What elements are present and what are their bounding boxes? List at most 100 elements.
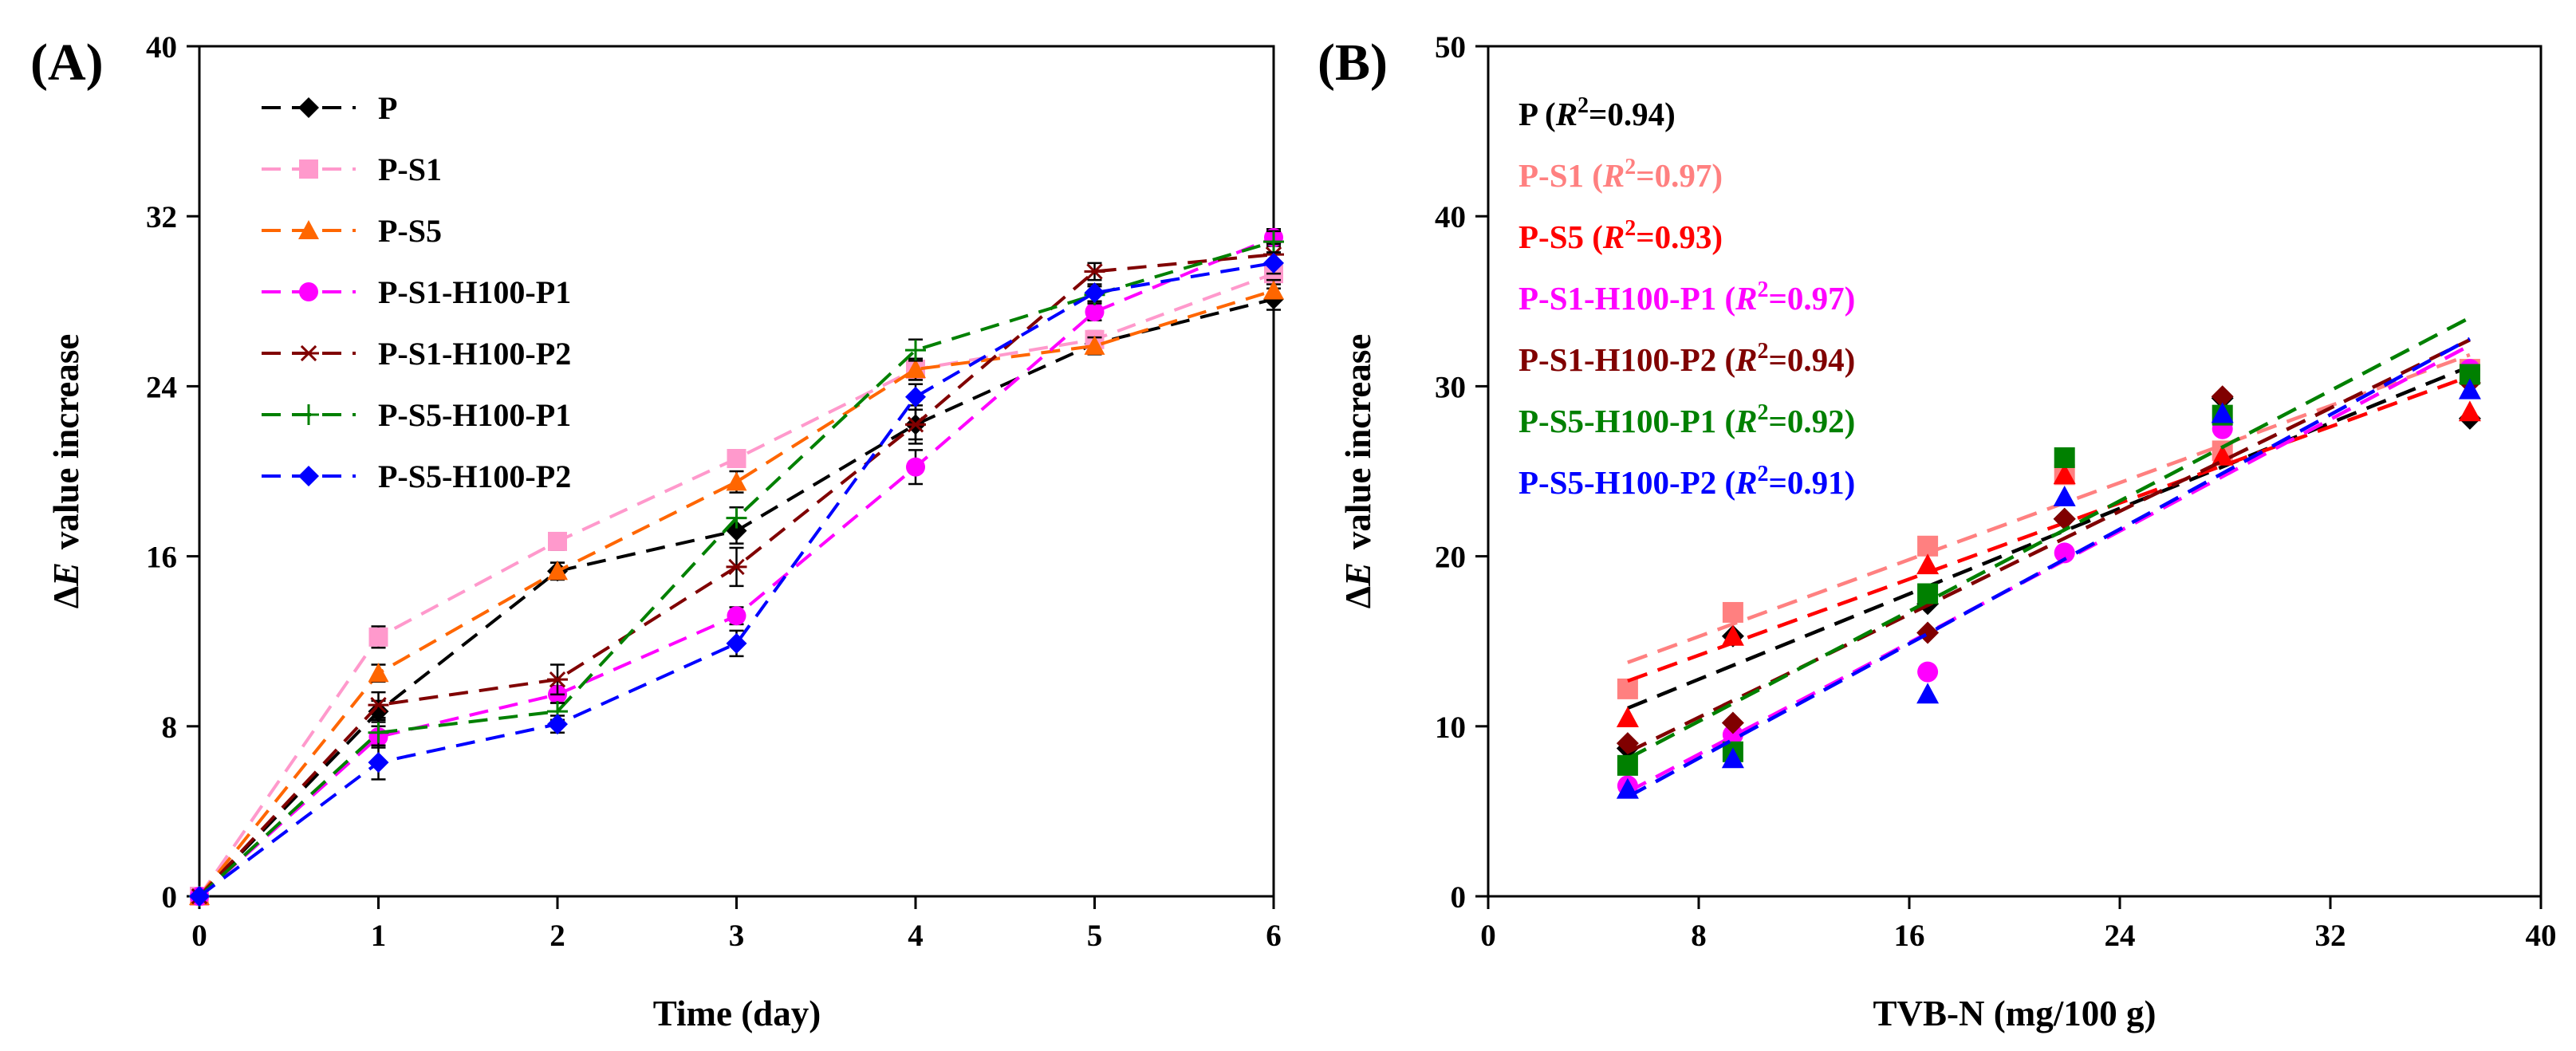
data-point: [189, 886, 210, 907]
y-tick-label: 16: [146, 541, 177, 575]
data-point: [726, 507, 747, 529]
data-point: [1084, 263, 1105, 280]
data-point: [2053, 507, 2076, 530]
data-point: [2053, 463, 2076, 485]
data-point: [368, 696, 389, 714]
data-point: [726, 558, 747, 576]
legend-item: P-S1-H100-P1: [262, 274, 571, 310]
legend-item: P-S1: [262, 152, 442, 187]
regression-label: P-S1-H100-P1 (R2=0.97): [1518, 278, 1855, 317]
data-point: [1085, 302, 1105, 322]
data-point: [1916, 553, 1940, 575]
data-point: [2054, 542, 2075, 564]
x-tick-label: 24: [2105, 919, 2136, 953]
legend-marker: [298, 344, 319, 362]
data-point: [1721, 711, 1744, 734]
data-point: [368, 722, 389, 743]
data-point: [1617, 678, 1638, 699]
data-point: [1917, 661, 1939, 683]
y-tick-label: 24: [146, 370, 177, 404]
data-point: [905, 416, 926, 433]
data-point: [1084, 335, 1105, 355]
series-p-s1-h100-p2: [189, 242, 1284, 905]
data-point: [1616, 732, 1639, 755]
x-tick-label: 0: [191, 919, 207, 953]
regression-label: P-S1 (R2=0.97): [1518, 155, 1723, 194]
data-point: [1722, 724, 1743, 746]
x-tick-label: 0: [1480, 919, 1496, 953]
regression-label: P-S5-H100-P2 (R2=0.91): [1518, 462, 1855, 501]
x-tick-label: 5: [1087, 919, 1103, 953]
legend-item: P-S1-H100-P2: [262, 336, 571, 372]
legend-item: P: [262, 90, 397, 126]
x-tick-label: 8: [1691, 919, 1707, 953]
regression-label: P-S5-H100-P1 (R2=0.92): [1518, 400, 1855, 439]
regression-label: P (R2=0.94): [1518, 93, 1676, 132]
data-point: [2458, 378, 2481, 400]
data-point: [727, 449, 746, 469]
data-point: [905, 340, 926, 361]
data-point: [2053, 485, 2076, 506]
data-point: [1916, 621, 1940, 644]
data-point: [1722, 601, 1743, 623]
trend-line: [1627, 364, 2471, 711]
series-p-s5: [189, 278, 1284, 906]
panel-a-x-axis-label: Time (day): [653, 994, 821, 1033]
y-tick-label: 30: [1435, 370, 1466, 404]
legend-label: P-S1-H100-P1: [378, 274, 571, 310]
series-p-s5-h100-p1: [1617, 316, 2480, 776]
data-point: [2054, 447, 2075, 468]
data-point: [2211, 402, 2234, 423]
regression-label: P-S1-H100-P2 (R2=0.94): [1518, 339, 1855, 378]
x-tick-label: 1: [371, 919, 387, 953]
panel-a-label: (A): [30, 33, 104, 92]
panel-b-x-axis-label: TVB-N (mg/100 g): [1873, 994, 2157, 1033]
trend-line: [1626, 337, 2471, 799]
panel-b-chart: (B) 0 8 16 24 32 40 0 10 20 30 40 50 P (R2=0.94) P-S…: [1318, 30, 2557, 1033]
data-point: [1263, 280, 1284, 300]
data-point: [368, 663, 389, 683]
y-tick-label: 0: [162, 880, 178, 915]
data-point: [548, 531, 567, 551]
x-tick-label: 2: [549, 919, 565, 953]
y-tick-label: 8: [162, 711, 178, 745]
regression-label: P-S5 (R2=0.93): [1518, 216, 1723, 255]
data-point: [1721, 747, 1744, 769]
data-point: [1917, 535, 1939, 557]
data-point: [1084, 282, 1105, 304]
series-p-s5-h100-p2: [1616, 337, 2481, 799]
series-p-s5-h100-p2: [189, 251, 1284, 907]
data-point: [547, 671, 568, 688]
legend-item: P-S5-H100-P2: [262, 459, 571, 494]
data-point: [905, 386, 926, 407]
data-point: [906, 457, 925, 477]
legend-marker: [298, 220, 319, 240]
data-point: [1916, 683, 1940, 704]
legend-label: P-S1: [378, 152, 442, 187]
legend-item: P-S5: [262, 213, 442, 249]
data-point: [726, 471, 747, 491]
legend-marker: [298, 404, 319, 425]
trend-line: [1627, 374, 2471, 683]
legend-label: P-S5-H100-P1: [378, 397, 571, 433]
x-tick-label: 40: [2526, 919, 2557, 953]
data-point: [2211, 385, 2234, 408]
y-tick-label: 20: [1435, 541, 1466, 575]
legend-marker: [299, 159, 318, 179]
data-point: [1616, 777, 1639, 799]
y-tick-label: 40: [146, 30, 177, 65]
data-point: [1616, 707, 1639, 728]
panel-a-chart: (A) 0 1 2 3 4 5 6 0 8 16 24 32 40 P P-S1 P-S5 P-S1-H100…: [30, 30, 1284, 1033]
data-point: [2211, 444, 2234, 466]
x-tick-label: 6: [1266, 919, 1282, 953]
data-point: [368, 752, 389, 773]
data-point: [2458, 400, 2481, 422]
data-point: [368, 627, 388, 647]
legend-marker: [299, 282, 318, 301]
data-point: [905, 359, 926, 379]
y-tick-label: 32: [146, 200, 177, 234]
x-tick-label: 3: [729, 919, 745, 953]
series-line: [198, 289, 1274, 898]
data-point: [1617, 754, 1638, 776]
trend-line: [1626, 316, 2471, 761]
